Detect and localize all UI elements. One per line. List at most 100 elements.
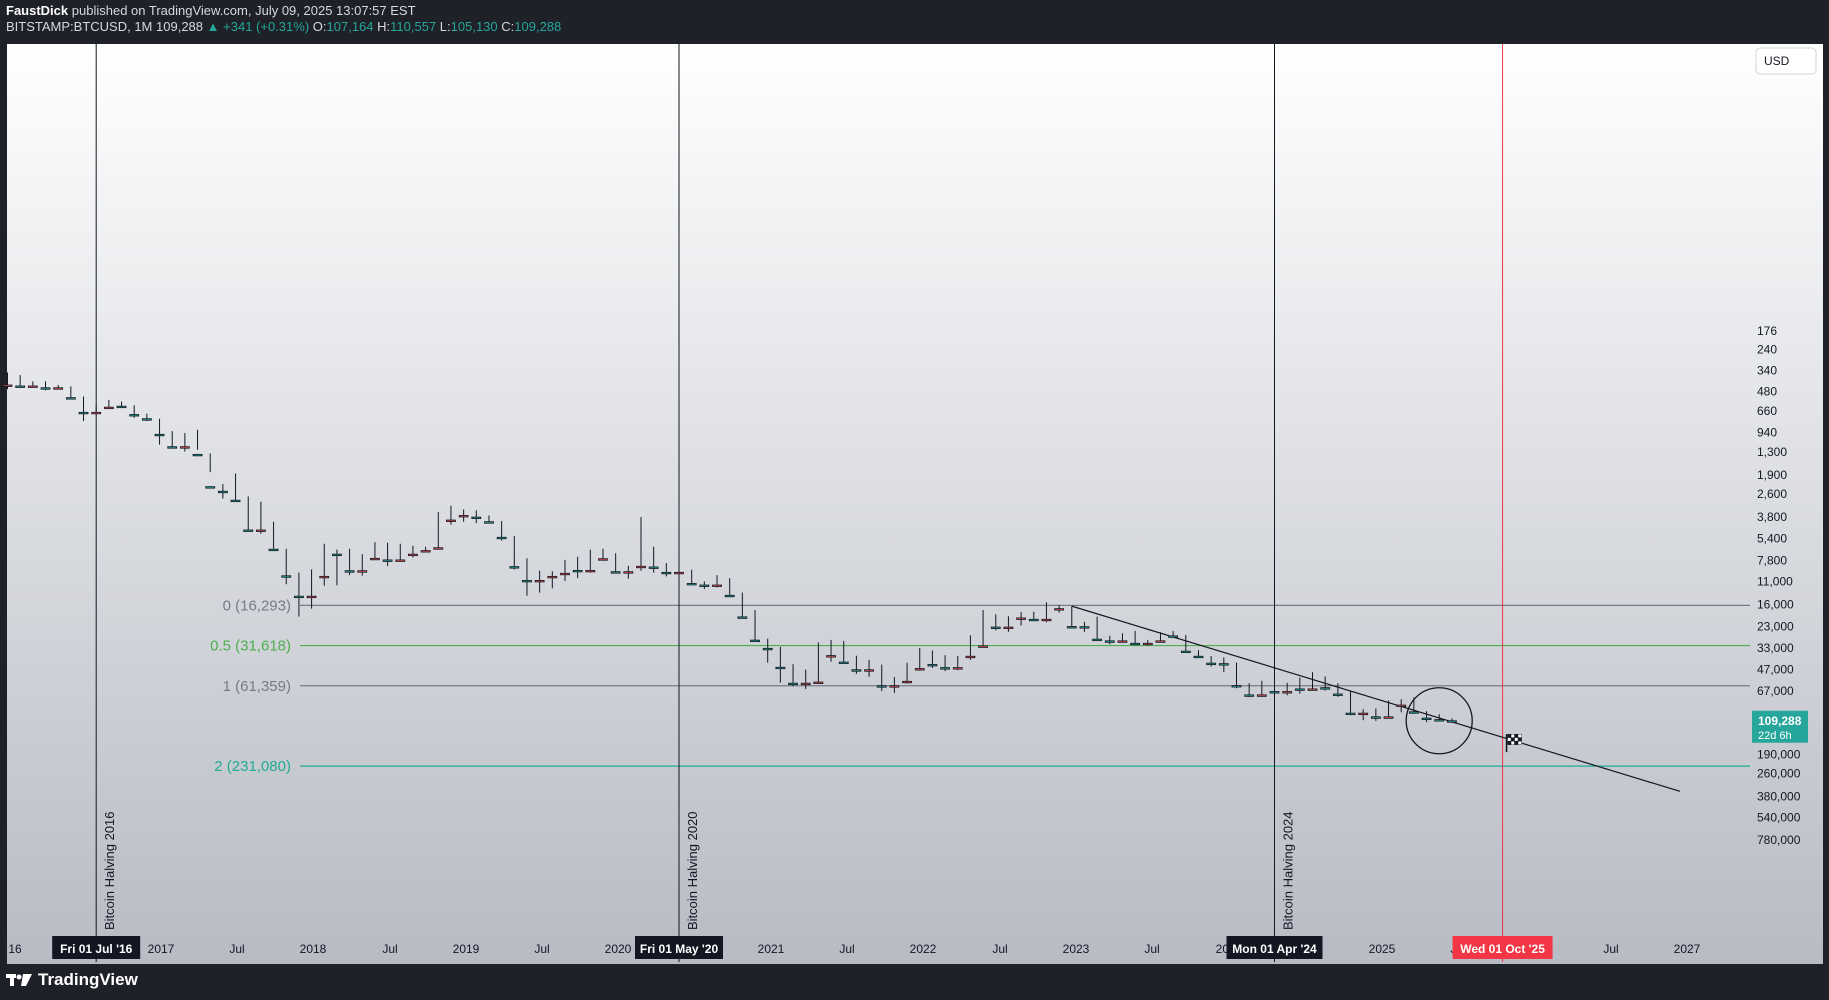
candle[interactable] bbox=[1016, 612, 1026, 626]
candle[interactable] bbox=[1332, 683, 1343, 697]
candle[interactable] bbox=[1231, 662, 1242, 689]
candle[interactable] bbox=[547, 571, 558, 589]
candle[interactable] bbox=[914, 647, 925, 671]
candle[interactable] bbox=[458, 509, 469, 522]
candle[interactable] bbox=[268, 521, 279, 552]
candle[interactable] bbox=[1370, 708, 1381, 721]
candle[interactable] bbox=[1142, 639, 1153, 646]
candle[interactable] bbox=[1256, 680, 1267, 697]
candle[interactable] bbox=[53, 384, 64, 390]
circle-marker[interactable] bbox=[1405, 687, 1473, 755]
candle[interactable] bbox=[91, 405, 102, 415]
candle[interactable] bbox=[712, 575, 722, 588]
candle[interactable] bbox=[965, 635, 976, 660]
candle[interactable] bbox=[446, 505, 456, 525]
candle[interactable] bbox=[598, 548, 608, 561]
candle[interactable] bbox=[179, 433, 190, 452]
candle[interactable] bbox=[1358, 709, 1369, 721]
candle[interactable] bbox=[1421, 711, 1432, 723]
candle[interactable] bbox=[1282, 682, 1293, 696]
candle[interactable] bbox=[534, 570, 545, 593]
currency-button[interactable] bbox=[1755, 47, 1817, 75]
candle[interactable] bbox=[952, 656, 963, 671]
candle[interactable] bbox=[1218, 657, 1229, 673]
candle[interactable] bbox=[927, 650, 938, 669]
candle[interactable] bbox=[940, 655, 950, 672]
candle[interactable] bbox=[1244, 683, 1255, 697]
finish-flag-icon[interactable] bbox=[1505, 733, 1522, 753]
candle[interactable] bbox=[2, 372, 13, 390]
candle[interactable] bbox=[496, 520, 507, 541]
candle[interactable] bbox=[1307, 672, 1318, 691]
candle[interactable] bbox=[192, 429, 203, 457]
author-name[interactable]: FaustDick bbox=[6, 3, 69, 18]
candle[interactable] bbox=[876, 664, 887, 692]
candle[interactable] bbox=[902, 662, 912, 684]
candle[interactable] bbox=[1028, 611, 1039, 622]
candle[interactable] bbox=[382, 542, 393, 566]
candle[interactable] bbox=[623, 565, 634, 579]
candle[interactable] bbox=[864, 659, 874, 677]
candle[interactable] bbox=[788, 664, 798, 687]
candle[interactable] bbox=[205, 453, 216, 489]
candle[interactable] bbox=[1104, 635, 1115, 645]
candle[interactable] bbox=[813, 642, 824, 684]
candle[interactable] bbox=[116, 401, 127, 409]
candle[interactable] bbox=[357, 554, 368, 576]
candle[interactable] bbox=[522, 558, 532, 596]
candle[interactable] bbox=[1320, 676, 1331, 691]
candle[interactable] bbox=[344, 548, 355, 576]
candle[interactable] bbox=[281, 548, 292, 585]
candle[interactable] bbox=[243, 496, 254, 532]
candle[interactable] bbox=[750, 610, 760, 643]
candle[interactable] bbox=[1079, 621, 1090, 632]
candle[interactable] bbox=[332, 549, 342, 586]
candle[interactable] bbox=[737, 592, 748, 619]
candle[interactable] bbox=[610, 553, 621, 574]
candle[interactable] bbox=[1168, 631, 1179, 638]
candle[interactable] bbox=[560, 559, 570, 581]
tradingview-logo[interactable]: TradingView bbox=[6, 970, 138, 990]
candle[interactable] bbox=[230, 473, 241, 503]
symbol-label[interactable]: BITSTAMP:BTCUSD, 1M bbox=[6, 19, 153, 34]
candle[interactable] bbox=[484, 515, 494, 524]
candle[interactable] bbox=[838, 640, 849, 664]
candle[interactable] bbox=[585, 549, 596, 573]
candle[interactable] bbox=[1130, 630, 1141, 646]
candle[interactable] bbox=[1066, 606, 1077, 629]
candle[interactable] bbox=[851, 655, 862, 674]
candle[interactable] bbox=[217, 483, 228, 499]
candle[interactable] bbox=[800, 669, 811, 690]
candle[interactable] bbox=[1434, 714, 1445, 722]
candle[interactable] bbox=[420, 546, 431, 553]
candle[interactable] bbox=[1269, 680, 1280, 696]
candle[interactable] bbox=[154, 418, 165, 445]
candle[interactable] bbox=[1054, 605, 1065, 613]
candle[interactable] bbox=[319, 543, 330, 586]
candle[interactable] bbox=[65, 386, 76, 400]
candle[interactable] bbox=[78, 396, 89, 422]
candle[interactable] bbox=[889, 677, 900, 693]
candle[interactable] bbox=[1092, 616, 1103, 642]
candle[interactable] bbox=[648, 546, 659, 573]
candle[interactable] bbox=[661, 562, 672, 577]
candle[interactable] bbox=[167, 431, 178, 449]
candle[interactable] bbox=[103, 399, 114, 410]
candle[interactable] bbox=[1294, 677, 1305, 694]
candle[interactable] bbox=[129, 405, 140, 418]
candle[interactable] bbox=[636, 517, 646, 571]
candle[interactable] bbox=[509, 536, 520, 570]
candle[interactable] bbox=[141, 413, 152, 422]
candle[interactable] bbox=[699, 581, 710, 590]
candle[interactable] bbox=[306, 569, 317, 609]
candle[interactable] bbox=[990, 614, 1001, 631]
candle[interactable] bbox=[1206, 656, 1217, 667]
candle[interactable] bbox=[1193, 650, 1204, 659]
candle[interactable] bbox=[1396, 699, 1407, 713]
candle[interactable] bbox=[674, 568, 684, 579]
candle[interactable] bbox=[294, 572, 304, 617]
candle[interactable] bbox=[1383, 700, 1394, 719]
candle[interactable] bbox=[1180, 635, 1191, 654]
candle[interactable] bbox=[408, 545, 418, 558]
candle[interactable] bbox=[1117, 633, 1128, 643]
